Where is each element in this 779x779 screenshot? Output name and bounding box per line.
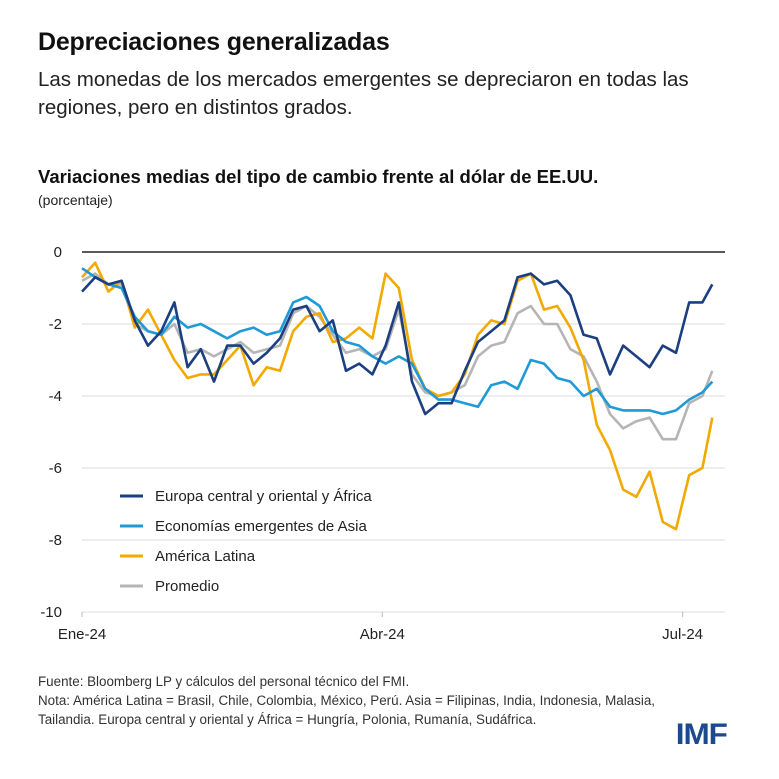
footnotes: Fuente: Bloomberg LP y cálculos del pers…: [38, 672, 678, 729]
y-tick-label: -4: [49, 388, 62, 405]
legend-label: Europa central y oriental y África: [155, 488, 372, 505]
series-line-1: [81, 267, 714, 416]
x-tick-label: Ene-24: [58, 626, 106, 643]
x-tick-label: Jul-24: [662, 626, 703, 643]
legend-item: Economías emergentes de Asia: [120, 518, 367, 535]
legend-label: Promedio: [155, 578, 219, 595]
series-lines: [81, 261, 714, 531]
x-axis: Ene-24 Abr-24 Jul-24: [58, 612, 703, 643]
legend: Europa central y oriental y África Econom…: [120, 488, 372, 595]
y-tick-label: 0: [54, 244, 62, 261]
legend-item: América Latina: [120, 548, 256, 565]
legend-label: Economías emergentes de Asia: [155, 518, 367, 535]
imf-logo: IMF: [675, 718, 728, 751]
note: Nota: América Latina = Brasil, Chile, Co…: [38, 693, 656, 727]
x-tick-label: Abr-24: [360, 626, 405, 643]
y-axis: 0 -2 -4 -6 -8 -10: [40, 244, 62, 621]
series-line-2: [81, 261, 714, 531]
y-tick-label: -10: [40, 604, 62, 621]
y-tick-label: -2: [49, 316, 62, 333]
source-note: Fuente: Bloomberg LP y cálculos del pers…: [38, 674, 410, 689]
chart-unit-label: (porcentaje): [38, 192, 113, 208]
legend-item: Promedio: [120, 578, 219, 595]
series-line-0: [81, 272, 714, 416]
chart-title: Variaciones medias del tipo de cambio fr…: [38, 166, 599, 187]
y-tick-label: -6: [49, 460, 62, 477]
page-subtitle: Las monedas de los mercados emergentes s…: [38, 68, 689, 119]
legend-item: Europa central y oriental y África: [120, 488, 372, 505]
y-tick-label: -8: [49, 532, 62, 549]
page-title: Depreciaciones generalizadas: [38, 28, 390, 56]
legend-label: América Latina: [155, 548, 256, 565]
